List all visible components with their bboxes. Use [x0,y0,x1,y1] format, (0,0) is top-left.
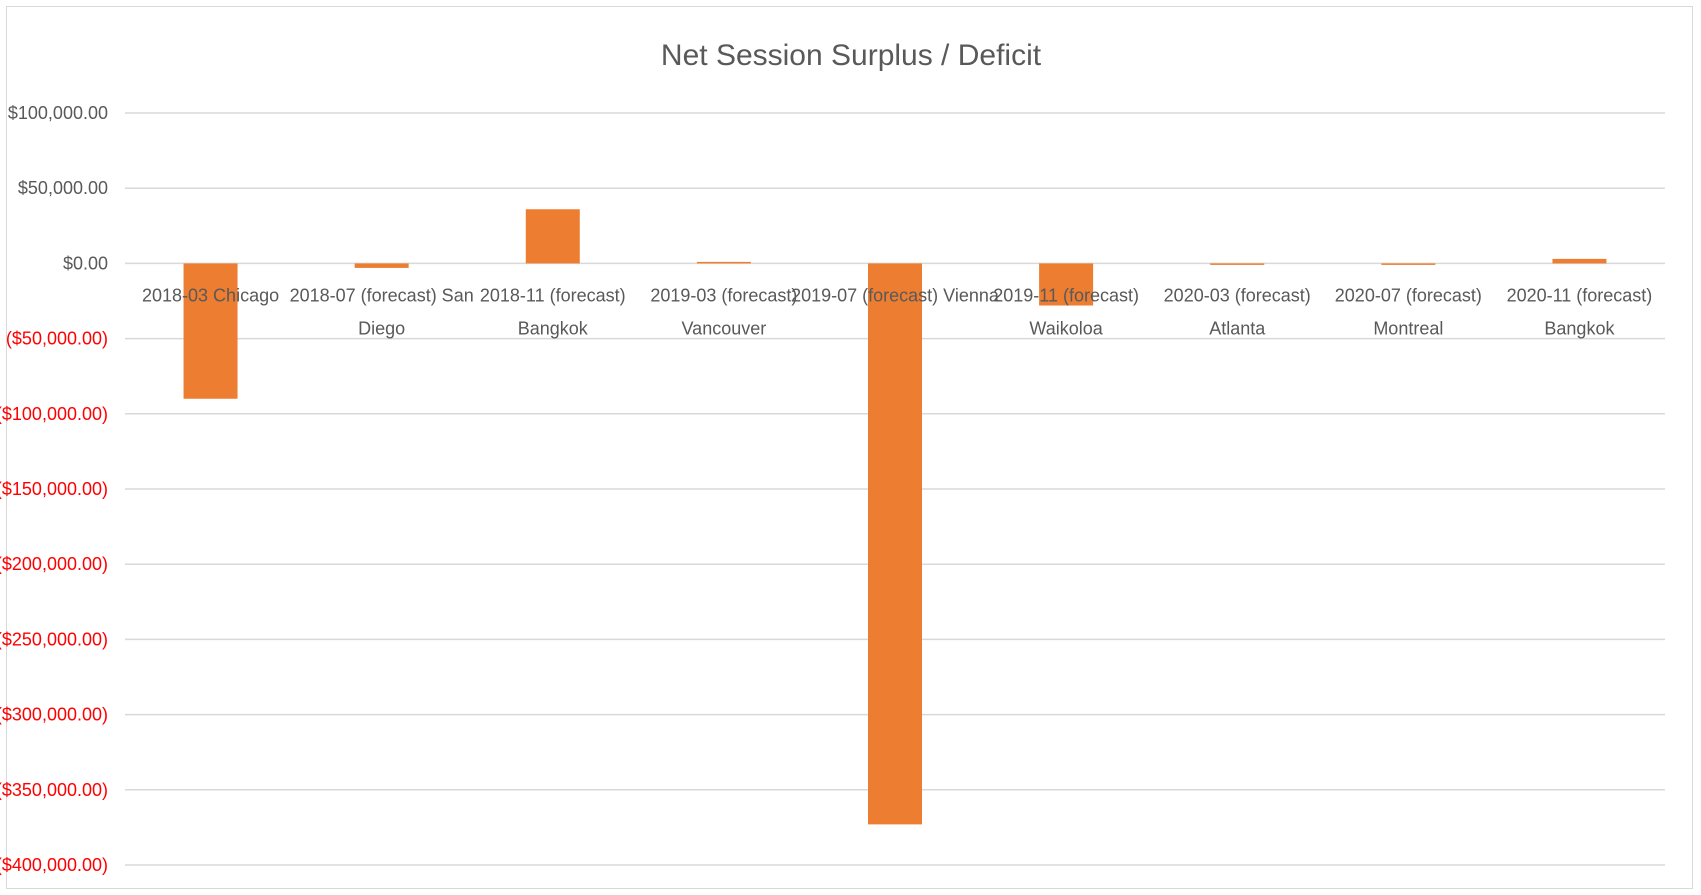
category-label: 2019-07 (forecast) Vienna [791,285,1000,305]
category-label-line: 2018-07 (forecast) San [290,285,474,305]
y-tick-label: ($250,000.00) [0,629,108,649]
category-label-line: 2019-07 (forecast) Vienna [791,285,1000,305]
category-label-line: Bangkok [518,318,589,338]
y-tick-label: ($150,000.00) [0,479,108,499]
category-label: 2018-03 Chicago [142,285,279,305]
y-tick-label: $0.00 [63,253,108,273]
bar [354,263,409,268]
category-label: 2018-07 (forecast) San Diego [290,285,474,338]
category-label-line: 2019-11 (forecast) [993,285,1139,305]
category-label-line: Waikoloa [1029,318,1103,338]
category-label-line: 2020-11 (forecast) [1507,285,1653,305]
category-label-line: Montreal [1373,318,1443,338]
y-tick-label: ($100,000.00) [0,404,108,424]
y-tick-label: ($200,000.00) [0,554,108,574]
bar [868,263,922,825]
bar [696,261,751,264]
y-tick-label: ($400,000.00) [0,855,108,875]
category-label-line: 2018-03 Chicago [142,285,279,305]
y-tick-label: ($50,000.00) [6,329,108,349]
y-tick-label: ($300,000.00) [0,705,108,725]
chart-frame [6,6,1693,889]
y-tick-label: ($350,000.00) [0,780,108,800]
category-label-line: Vancouver [682,318,767,338]
category-label-line: 2019-03 (forecast) [650,285,797,305]
category-label: 2019-11 (forecast) Waikoloa [993,285,1139,338]
bar [1039,263,1094,306]
y-tick-label: $100,000.00 [8,103,108,123]
category-label: 2020-11 (forecast) Bangkok [1507,285,1653,338]
category-label: 2020-03 (forecast) Atlanta [1164,285,1311,338]
bar [1381,263,1436,265]
bars [183,209,1607,825]
bar [525,209,580,264]
category-label-line: Diego [358,318,405,338]
category-label-line: Bangkok [1544,318,1615,338]
y-axis-tick-labels: $100,000.00 $50,000.00 $0.00 ($50,000.00) ($… [0,103,108,875]
y-tick-label: $50,000.00 [18,178,108,198]
category-label-line: Atlanta [1209,318,1266,338]
category-label-line: 2020-03 (forecast) [1164,285,1311,305]
category-labels: 2018-03 Chicago 2018-07 (forecast) San Die… [142,285,1652,338]
bar [183,263,238,399]
category-label-line: 2018-11 (forecast) [480,285,626,305]
bar [1210,263,1265,265]
chart-title: Net Session Surplus / Deficit [661,39,1042,72]
bar [1552,258,1607,264]
category-label: 2020-07 (forecast) Montreal [1335,285,1482,338]
category-label: 2019-03 (forecast) Vancouver [650,285,797,338]
category-label-line: 2020-07 (forecast) [1335,285,1482,305]
category-label: 2018-11 (forecast) Bangkok [480,285,626,338]
